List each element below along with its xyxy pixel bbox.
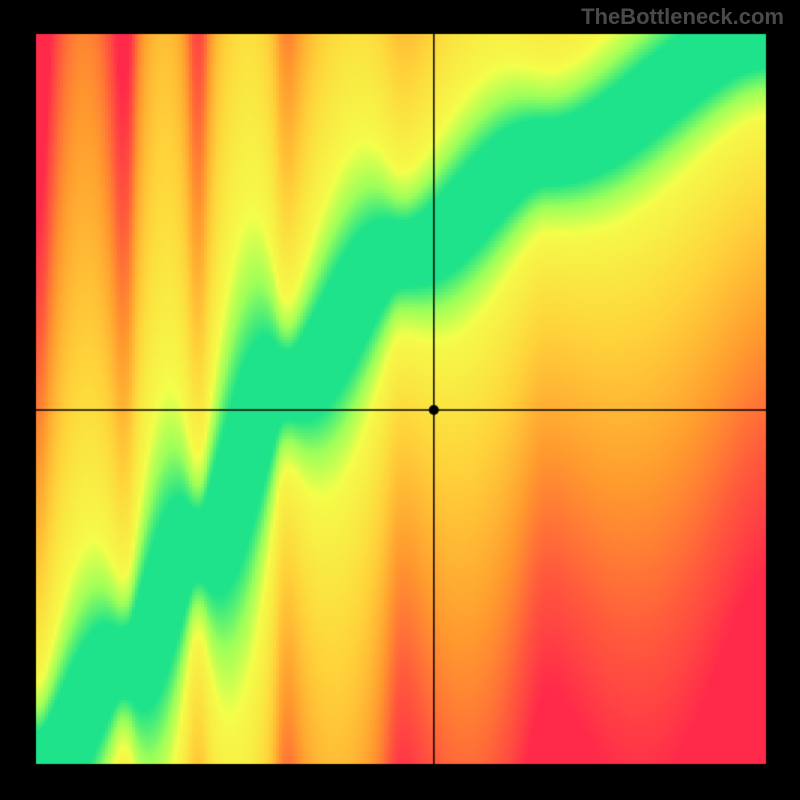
bottleneck-heatmap bbox=[0, 0, 800, 800]
watermark-text: TheBottleneck.com bbox=[581, 4, 784, 30]
